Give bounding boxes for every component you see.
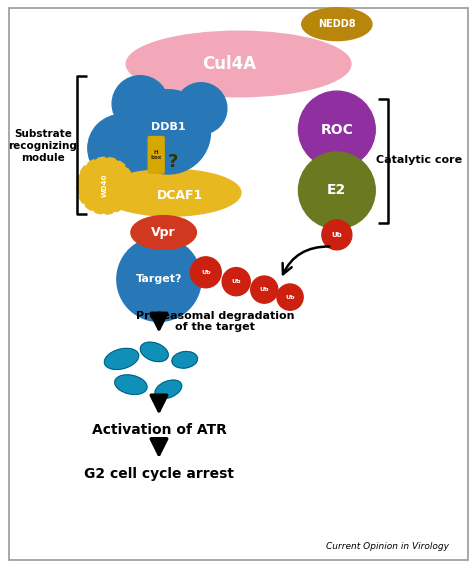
Text: Ub: Ub: [331, 232, 342, 238]
Circle shape: [126, 90, 210, 174]
Text: WD40: WD40: [102, 174, 108, 198]
Text: Current Opinion in Virology: Current Opinion in Virology: [326, 542, 449, 550]
Circle shape: [322, 220, 352, 250]
Text: DDB1: DDB1: [151, 122, 186, 132]
Ellipse shape: [126, 31, 351, 97]
Circle shape: [88, 115, 155, 182]
Ellipse shape: [104, 348, 139, 369]
Ellipse shape: [100, 169, 241, 216]
Text: Ub: Ub: [285, 295, 295, 299]
Ellipse shape: [140, 342, 168, 362]
Circle shape: [299, 152, 375, 229]
Circle shape: [251, 276, 278, 303]
Text: E2: E2: [327, 183, 346, 197]
Text: ?: ?: [168, 153, 178, 172]
Ellipse shape: [302, 8, 372, 40]
FancyBboxPatch shape: [148, 136, 164, 173]
Circle shape: [191, 257, 221, 288]
Text: Catalytic core: Catalytic core: [376, 155, 462, 165]
Text: Ub: Ub: [231, 279, 241, 284]
Circle shape: [175, 83, 227, 134]
Ellipse shape: [172, 352, 198, 368]
Text: Ub: Ub: [201, 270, 210, 275]
Circle shape: [112, 76, 168, 132]
Circle shape: [222, 268, 250, 296]
Ellipse shape: [131, 216, 196, 249]
Circle shape: [77, 157, 133, 214]
Text: Activation of ATR: Activation of ATR: [91, 423, 227, 437]
Ellipse shape: [155, 380, 182, 399]
Circle shape: [117, 237, 201, 321]
Circle shape: [299, 91, 375, 168]
Text: G2 cell cycle arrest: G2 cell cycle arrest: [84, 466, 234, 481]
Text: ROC: ROC: [320, 123, 353, 136]
Text: Ub: Ub: [260, 287, 269, 292]
Text: H
box: H box: [151, 150, 162, 160]
Text: Cul4A: Cul4A: [202, 55, 256, 73]
Text: Vpr: Vpr: [151, 226, 176, 239]
Circle shape: [277, 284, 303, 310]
Text: Proteasomal degradation
of the target: Proteasomal degradation of the target: [136, 311, 294, 332]
Text: Target?: Target?: [136, 274, 182, 285]
Ellipse shape: [115, 375, 147, 394]
Text: Substrate
recognizing
module: Substrate recognizing module: [9, 130, 77, 162]
Text: NEDD8: NEDD8: [318, 19, 356, 29]
Text: DCAF1: DCAF1: [157, 189, 203, 202]
